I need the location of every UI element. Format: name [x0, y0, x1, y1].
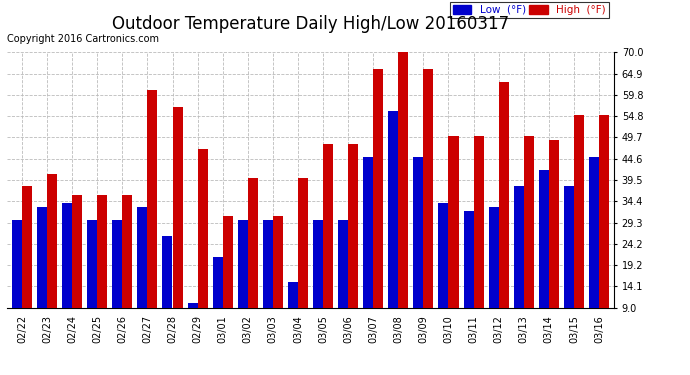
Bar — [499, 82, 509, 308]
Bar — [22, 186, 32, 308]
Bar — [448, 136, 459, 308]
Text: Outdoor Temperature Daily High/Low 20160317: Outdoor Temperature Daily High/Low 20160… — [112, 15, 509, 33]
Bar — [112, 220, 122, 308]
Bar — [413, 157, 424, 308]
Bar — [424, 69, 433, 308]
Bar — [188, 303, 197, 307]
Bar — [263, 220, 273, 308]
Bar — [87, 220, 97, 308]
Bar — [373, 69, 383, 308]
Bar — [213, 257, 223, 307]
Bar — [298, 178, 308, 308]
Bar — [549, 140, 559, 308]
Bar — [398, 48, 408, 308]
Bar — [323, 144, 333, 308]
Bar — [539, 170, 549, 308]
Bar — [248, 178, 258, 308]
Bar — [122, 195, 132, 308]
Bar — [62, 203, 72, 308]
Bar — [564, 186, 574, 308]
Bar — [97, 195, 107, 308]
Bar — [273, 216, 283, 308]
Bar — [288, 282, 298, 308]
Bar — [363, 157, 373, 308]
Bar — [574, 115, 584, 308]
Bar — [464, 211, 473, 308]
Bar — [473, 136, 484, 308]
Bar — [338, 220, 348, 308]
Bar — [388, 111, 398, 308]
Bar — [137, 207, 148, 308]
Bar — [12, 220, 22, 308]
Bar — [524, 136, 534, 308]
Bar — [514, 186, 524, 308]
Bar — [223, 216, 233, 308]
Bar — [238, 220, 248, 308]
Bar — [37, 207, 47, 308]
Legend: Low  (°F), High  (°F): Low (°F), High (°F) — [450, 2, 609, 18]
Bar — [172, 107, 183, 307]
Bar — [162, 236, 172, 308]
Bar — [72, 195, 82, 308]
Bar — [589, 157, 599, 308]
Bar — [489, 207, 499, 308]
Bar — [313, 220, 323, 308]
Bar — [348, 144, 358, 308]
Text: Copyright 2016 Cartronics.com: Copyright 2016 Cartronics.com — [7, 34, 159, 44]
Bar — [197, 148, 208, 308]
Bar — [438, 203, 449, 308]
Bar — [47, 174, 57, 308]
Bar — [599, 115, 609, 308]
Bar — [148, 90, 157, 308]
